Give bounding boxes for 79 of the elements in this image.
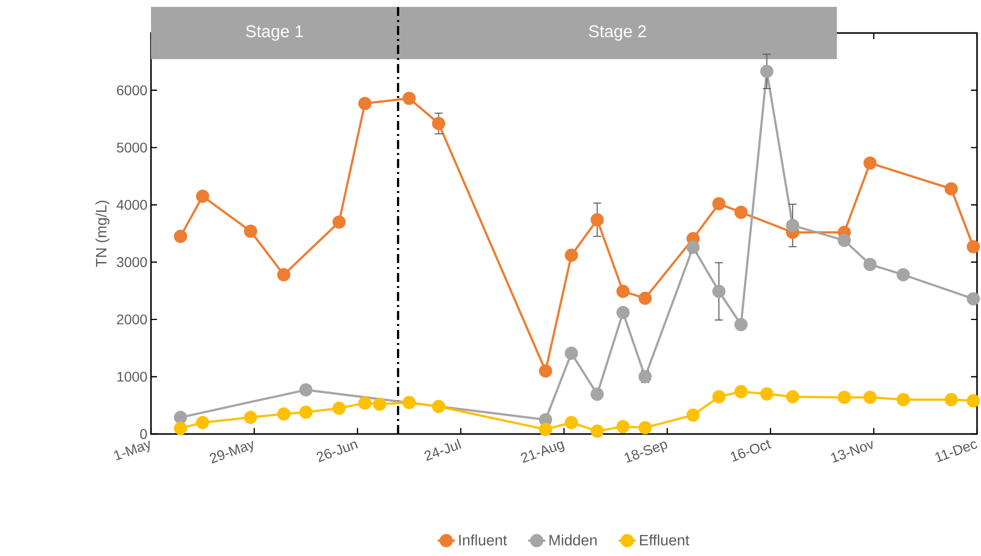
y-tick-label: 1000	[117, 372, 147, 382]
point	[712, 284, 726, 298]
point	[712, 390, 726, 404]
x-tick-label: 11-Dec	[935, 441, 978, 462]
point	[590, 424, 604, 438]
point	[432, 400, 446, 414]
point	[686, 408, 700, 422]
point	[432, 116, 446, 130]
point	[244, 410, 258, 424]
legend-label: Influent	[459, 534, 507, 546]
point	[174, 422, 188, 435]
point	[564, 346, 578, 360]
x-tick-label: 16-Oct	[730, 440, 772, 462]
x-tick-label: 1-May	[114, 440, 150, 461]
x-tick-label: 18-Sep	[624, 442, 668, 463]
band-label: Stage 1	[246, 25, 303, 41]
point	[590, 213, 604, 226]
point	[616, 284, 630, 298]
point	[373, 398, 386, 411]
point	[786, 218, 800, 232]
point	[299, 383, 312, 396]
point	[590, 388, 604, 401]
point	[277, 407, 290, 421]
point	[538, 422, 552, 436]
point	[734, 318, 748, 332]
point	[402, 396, 416, 410]
point	[332, 402, 346, 415]
point	[564, 416, 578, 430]
point	[712, 197, 726, 210]
point	[838, 234, 851, 247]
point	[944, 393, 958, 406]
point	[174, 410, 188, 424]
legend-label: Midden	[550, 534, 597, 546]
y-axis-title: TN (mg/L)	[95, 200, 110, 267]
band-label: Stage 2	[588, 25, 646, 41]
legend-label: Effluent	[640, 534, 690, 546]
point	[196, 190, 210, 203]
point	[863, 156, 877, 170]
y-tick-label: 0	[140, 429, 147, 439]
point	[760, 387, 774, 400]
point	[564, 248, 578, 262]
point	[277, 268, 290, 282]
point	[966, 292, 980, 306]
y-tick-label: 4000	[116, 200, 147, 210]
y-tick-label: 3000	[116, 257, 147, 268]
point	[174, 230, 188, 243]
x-tick-label: 24-Jul	[424, 438, 462, 461]
point	[944, 182, 958, 196]
point	[863, 390, 877, 404]
point	[244, 224, 258, 238]
x-tick-label: 13-Nov	[831, 440, 872, 463]
point	[863, 258, 877, 272]
point	[966, 394, 980, 408]
y-tick-label: 5000	[116, 142, 147, 153]
point	[638, 421, 652, 434]
point	[358, 96, 372, 110]
point	[966, 240, 980, 254]
point	[538, 364, 552, 378]
point	[358, 396, 372, 410]
point	[402, 92, 416, 105]
point	[196, 416, 210, 430]
point	[638, 292, 652, 305]
point	[299, 406, 312, 419]
point	[332, 215, 346, 229]
point	[734, 385, 748, 398]
y-tick-label: 6000	[117, 85, 147, 96]
x-tick-label: 29-May	[210, 440, 253, 464]
point	[616, 306, 630, 320]
x-tick-label: 26-Jun	[316, 442, 358, 462]
x-tick-label: 21-Aug	[520, 441, 565, 463]
point	[838, 390, 851, 404]
point	[786, 390, 800, 404]
y-tick-label: 2000	[117, 314, 147, 324]
point	[896, 268, 910, 282]
point	[616, 420, 630, 434]
point	[760, 64, 774, 78]
point	[734, 206, 748, 219]
point	[686, 240, 700, 254]
point	[896, 393, 910, 406]
